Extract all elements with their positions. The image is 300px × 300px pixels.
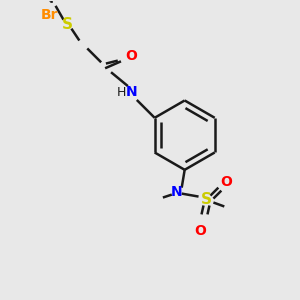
Text: O: O	[220, 175, 232, 189]
Text: O: O	[125, 50, 137, 63]
Text: S: S	[62, 17, 73, 32]
Text: N: N	[126, 85, 138, 99]
Text: Br: Br	[41, 8, 58, 22]
Text: H: H	[116, 85, 126, 98]
Text: O: O	[195, 224, 206, 238]
Text: N: N	[171, 184, 183, 199]
Text: S: S	[201, 192, 212, 207]
